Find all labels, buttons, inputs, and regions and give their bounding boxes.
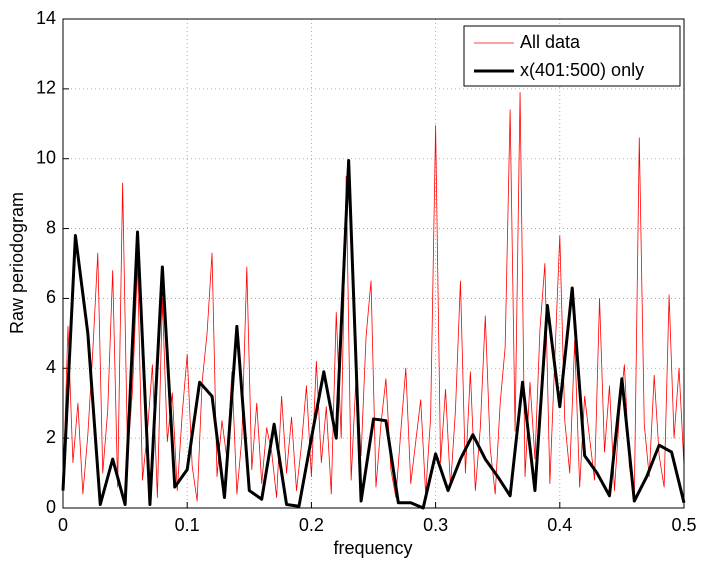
x-tick-label: 0.3 xyxy=(423,515,448,535)
x-tick-label: 0.1 xyxy=(175,515,200,535)
x-tick-label: 0.4 xyxy=(547,515,572,535)
legend-label: x(401:500) only xyxy=(520,60,644,80)
x-axis-label: frequency xyxy=(333,538,412,558)
x-tick-label: 0.5 xyxy=(671,515,696,535)
legend-box xyxy=(463,25,681,87)
series-line xyxy=(62,91,685,502)
y-tick-label: 12 xyxy=(36,78,56,98)
y-tick-label: 8 xyxy=(46,217,56,237)
y-tick-label: 4 xyxy=(46,357,56,377)
y-tick-label: 10 xyxy=(36,147,56,167)
y-tick-label: 2 xyxy=(46,427,56,447)
plot-frame xyxy=(62,18,685,509)
y-tick-label: 6 xyxy=(46,287,56,307)
legend-label: All data xyxy=(520,32,581,52)
y-axis-label: Raw periodogram xyxy=(7,192,27,334)
x-tick-label: 0.2 xyxy=(299,515,324,535)
series-line xyxy=(61,158,686,510)
x-tick-label: 0 xyxy=(58,515,68,535)
y-tick-label: 14 xyxy=(36,8,56,28)
y-tick-label: 0 xyxy=(46,497,56,517)
